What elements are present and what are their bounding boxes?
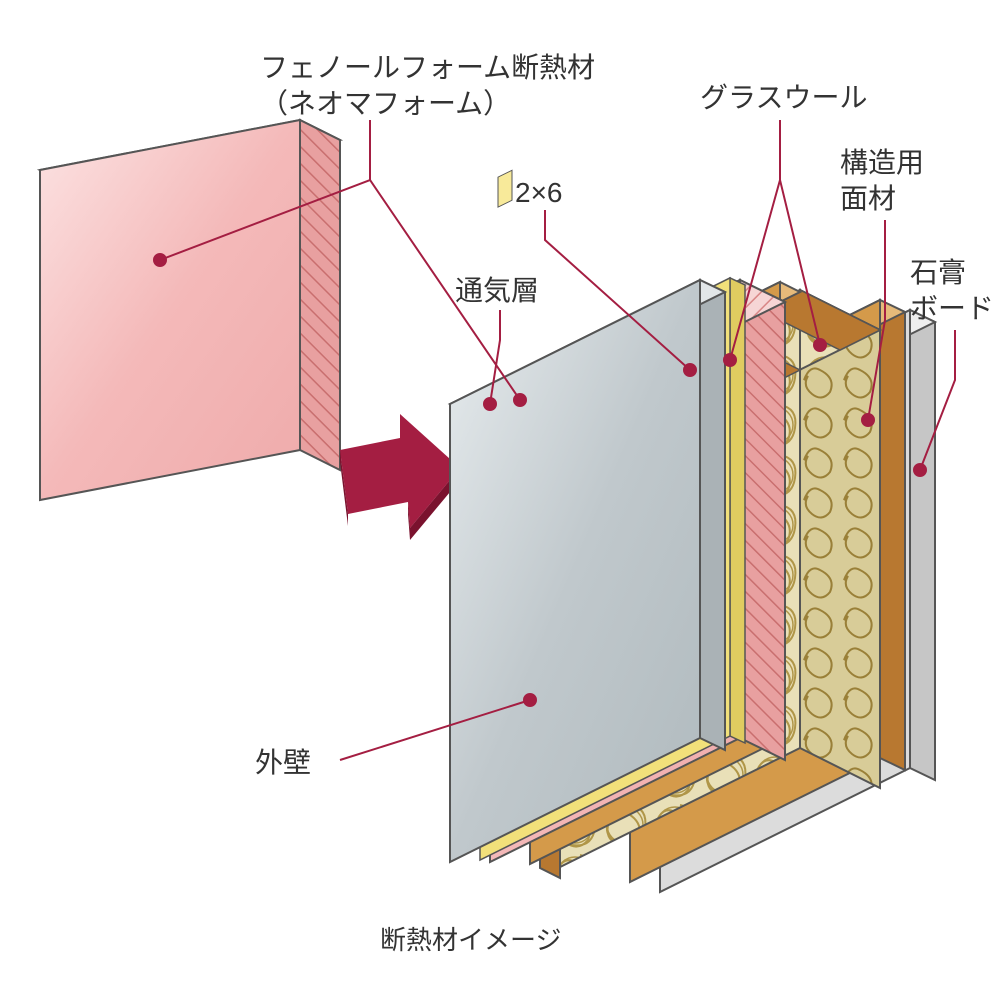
label-text: （ネオマフォーム） — [260, 88, 511, 119]
label-glass-wool: グラスウール — [700, 80, 867, 116]
label-gypsum-board: 石膏 ボード — [910, 255, 994, 328]
label-text: グラスウール — [700, 82, 867, 113]
caption: 断熱材イメージ — [380, 920, 561, 957]
label-outer-wall: 外壁 — [255, 745, 311, 781]
caption-text: 断熱材イメージ — [380, 925, 561, 955]
arrow-icon — [340, 414, 460, 540]
label-text: 石膏 — [910, 257, 966, 288]
label-air-layer: 通気層 — [455, 273, 539, 309]
label-text: 外壁 — [255, 747, 311, 778]
left-foam-panel — [40, 120, 340, 500]
label-2x6: 2×6 — [515, 175, 563, 211]
label-phenol-foam: フェノールフォーム断熱材 （ネオマフォーム） — [260, 50, 595, 123]
label-structural-board: 構造用 面材 — [840, 145, 924, 218]
label-text: 2×6 — [515, 177, 563, 208]
label-text: 構造用 — [840, 147, 924, 178]
label-text: ボード — [910, 293, 994, 324]
label-text: 通気層 — [455, 275, 539, 306]
label-text: フェノールフォーム断熱材 — [260, 52, 595, 83]
label-text: 面材 — [840, 183, 896, 214]
